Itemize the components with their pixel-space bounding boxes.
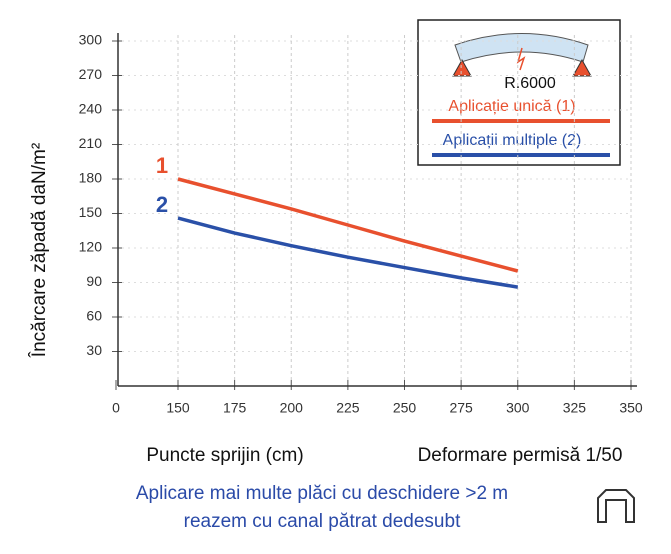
series-line bbox=[177, 216, 519, 289]
series-label: 1 bbox=[156, 153, 168, 178]
footer-line: Aplicare mai multe plăci cu deschidere >… bbox=[136, 483, 508, 504]
x-tick-label: 175 bbox=[223, 400, 247, 416]
note: Deformare permisă 1/50 bbox=[418, 445, 623, 466]
radius-arrow bbox=[516, 47, 526, 71]
footer-line: reazem cu canal pătrat dedesubt bbox=[184, 511, 461, 532]
x-tick-label: 225 bbox=[336, 400, 360, 416]
y-tick-label: 150 bbox=[79, 204, 103, 220]
x-tick-label: 150 bbox=[166, 400, 190, 416]
y-tick-label: 210 bbox=[79, 135, 103, 151]
diagram-label: R.6000 bbox=[504, 75, 556, 92]
legend-label: Aplicație unică (1) bbox=[448, 98, 575, 115]
series-label: 2 bbox=[156, 192, 168, 217]
support-icon bbox=[452, 58, 592, 77]
x-tick-label: 300 bbox=[506, 400, 530, 416]
x-tick-label: 275 bbox=[449, 400, 473, 416]
y-tick-label: 30 bbox=[86, 342, 102, 358]
y-tick-label: 180 bbox=[79, 170, 103, 186]
legend: R.6000 Aplicație unică (1) Aplicații mult… bbox=[417, 19, 621, 166]
y-tick-label: 240 bbox=[79, 101, 103, 117]
x-tick-label: 200 bbox=[280, 400, 304, 416]
x-tick-label: 250 bbox=[393, 400, 417, 416]
y-tick-label: 120 bbox=[79, 239, 103, 255]
x-tick-label: 0 bbox=[112, 400, 120, 416]
x-tick-label: 350 bbox=[619, 400, 643, 416]
series-line bbox=[177, 177, 519, 273]
y-tick-label: 90 bbox=[86, 273, 102, 289]
profile-icon bbox=[597, 489, 635, 523]
y-tick-label: 300 bbox=[79, 32, 103, 48]
y-axis-label: Încărcare zăpadă daN/m² bbox=[28, 143, 50, 358]
y-tick-label: 270 bbox=[79, 66, 103, 82]
x-axis-label: Puncte sprijin (cm) bbox=[146, 445, 303, 466]
y-tick-label: 60 bbox=[86, 308, 102, 324]
legend-label: Aplicații multiple (2) bbox=[443, 132, 582, 149]
x-tick-label: 325 bbox=[563, 400, 587, 416]
